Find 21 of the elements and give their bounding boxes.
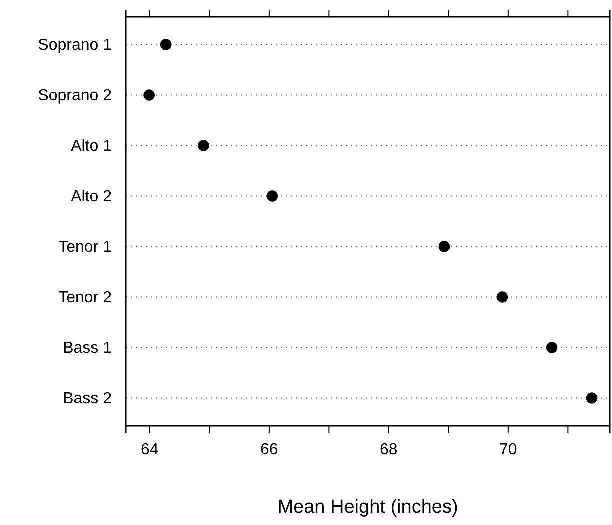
y-tick-label: Bass 1 bbox=[63, 340, 112, 357]
point bbox=[438, 241, 450, 252]
x-axis-title: Mean Height (inches) bbox=[278, 497, 458, 518]
y-tick-label: Tenor 1 bbox=[58, 238, 112, 256]
y-tick-label: Bass 2 bbox=[63, 390, 112, 408]
point bbox=[160, 39, 172, 50]
x-tick-label: 68 bbox=[380, 441, 398, 458]
x-tick-label: 66 bbox=[260, 441, 278, 458]
y-tick-label: Soprano 1 bbox=[38, 36, 112, 54]
point bbox=[144, 90, 155, 101]
y-tick-label: Tenor 2 bbox=[58, 289, 112, 306]
point bbox=[496, 292, 508, 303]
y-tick-label: Alto 2 bbox=[71, 188, 112, 206]
point bbox=[198, 140, 210, 152]
y-tick-label: Alto 1 bbox=[71, 138, 112, 155]
point bbox=[266, 190, 278, 202]
point bbox=[586, 392, 598, 404]
y-tick-label: Soprano 2 bbox=[38, 87, 112, 104]
x-tick-label: 64 bbox=[141, 441, 159, 458]
point bbox=[546, 342, 558, 354]
x-tick-label: 70 bbox=[500, 441, 518, 458]
